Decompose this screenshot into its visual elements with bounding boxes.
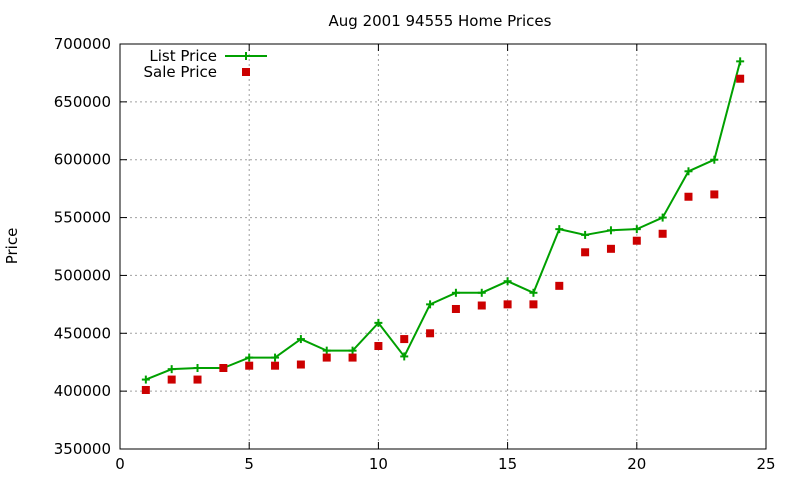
legend-label: List Price	[149, 47, 217, 65]
list-price-point	[245, 353, 254, 362]
list-price-point	[451, 288, 460, 297]
list-price-point	[736, 57, 745, 66]
sale-price-point	[658, 229, 667, 238]
list-price-point	[477, 288, 486, 297]
list-price-point	[193, 364, 202, 372]
legend-marker	[242, 52, 250, 60]
list-price-point	[710, 155, 719, 164]
list-price-point	[271, 353, 280, 362]
list-price-point	[632, 225, 641, 234]
sale-price-point	[348, 353, 357, 362]
list-price-point	[426, 300, 435, 309]
list-price-point	[348, 346, 357, 355]
list-price-point	[322, 346, 331, 355]
sale-price-point	[710, 190, 719, 199]
sale-price-point	[529, 300, 538, 309]
x-tick-label: 10	[369, 455, 388, 473]
sale-price-point	[322, 353, 331, 362]
sale-price-point	[477, 301, 486, 310]
sale-price-point	[581, 248, 590, 257]
y-axis-label: Price	[3, 228, 21, 265]
legend-marker	[242, 68, 250, 76]
y-tick-label: 500000	[54, 266, 111, 284]
list-price-point	[529, 288, 538, 297]
grid-layer	[120, 44, 766, 449]
x-tick-label: 5	[244, 455, 254, 473]
sale-price-point	[141, 385, 150, 394]
list-price-point	[296, 335, 305, 344]
x-tick-label: 0	[115, 455, 125, 473]
sale-price-point	[451, 304, 460, 313]
chart-title: Aug 2001 94555 Home Prices	[329, 12, 552, 30]
y-tick-label: 650000	[54, 93, 111, 111]
sale-price-point	[632, 236, 641, 245]
y-tick-label: 400000	[54, 382, 111, 400]
list-price-point	[374, 318, 383, 327]
list-price-point	[606, 226, 615, 235]
list-price-line	[145, 61, 742, 381]
list-price-point	[684, 167, 693, 176]
y-tick-label: 550000	[54, 209, 111, 227]
sale-price-point	[684, 192, 693, 201]
sale-price-point	[606, 244, 615, 253]
sale-price-point	[296, 360, 305, 369]
tick-labels-layer: 0 5 10 15 20 25 350000 400000 450000 500000 550000…	[54, 35, 776, 473]
x-tick-label: 25	[756, 455, 775, 473]
list-price-point	[581, 230, 590, 239]
list-price-point	[141, 375, 150, 384]
sale-price-point	[374, 342, 383, 351]
sale-price-point	[167, 375, 176, 384]
sale-price-point	[193, 375, 202, 384]
sale-price-point	[400, 335, 409, 344]
list-price-point	[400, 352, 409, 361]
sale-price-point	[736, 74, 745, 83]
x-tick-label: 20	[627, 455, 646, 473]
sale-price-point	[426, 329, 435, 338]
y-tick-label: 700000	[54, 35, 111, 53]
series-list-price	[141, 57, 745, 384]
list-price-point	[503, 277, 512, 286]
sale-price-point	[219, 364, 228, 372]
series-layer	[141, 57, 745, 394]
sale-price-point	[555, 281, 564, 290]
list-price-point	[167, 365, 176, 374]
x-tick-label: 15	[498, 455, 517, 473]
sale-price-point	[503, 300, 512, 309]
series-sale-price	[141, 74, 745, 394]
sale-price-point	[271, 361, 280, 370]
ticks-layer	[119, 43, 767, 450]
legend-label: Sale Price	[144, 63, 217, 81]
y-tick-label: 450000	[54, 324, 111, 342]
list-price-point	[555, 225, 564, 234]
y-tick-label: 600000	[54, 151, 111, 169]
plot-area-border	[119, 43, 767, 450]
list-price-point	[658, 213, 667, 222]
y-tick-label: 350000	[54, 440, 111, 458]
sale-price-point	[245, 361, 254, 370]
